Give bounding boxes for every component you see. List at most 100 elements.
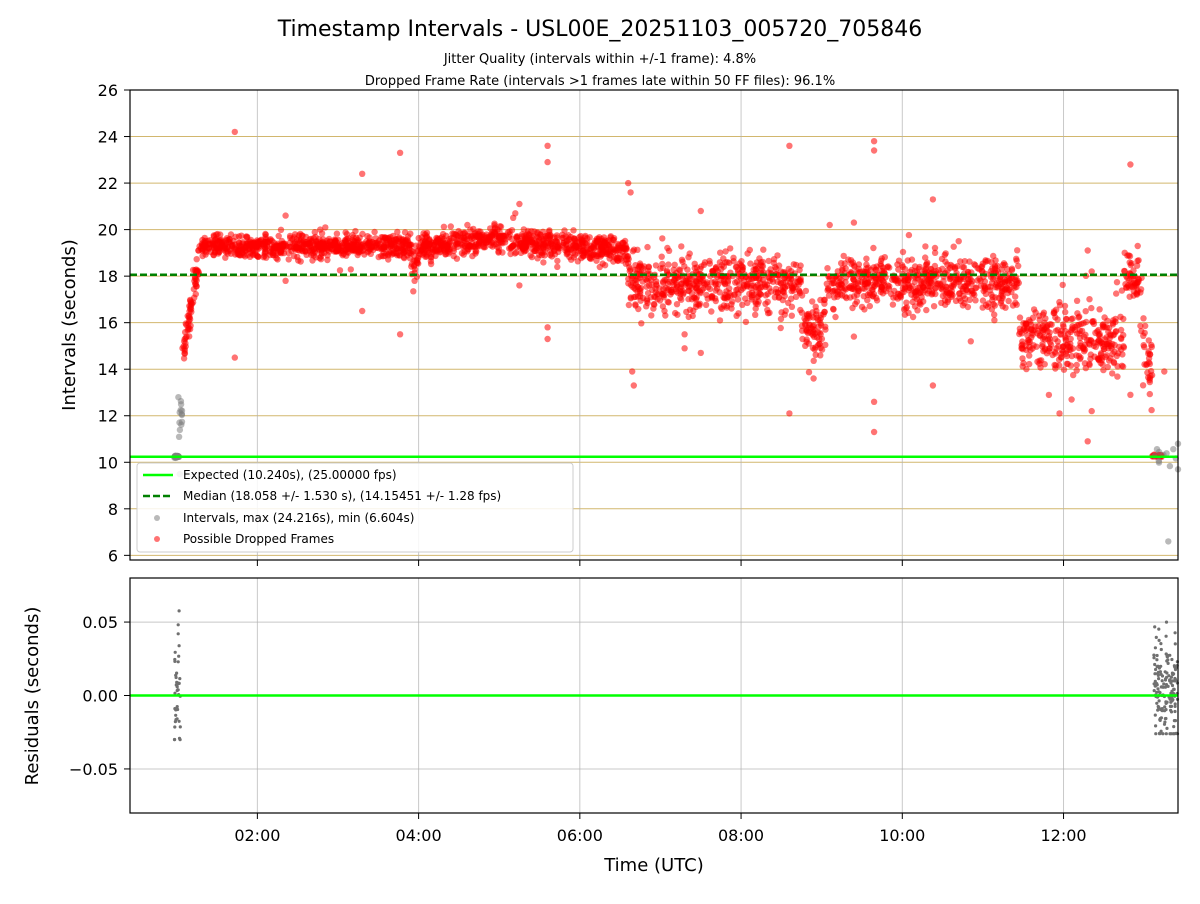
dropped-frame-point (922, 254, 929, 261)
residual-point (1173, 667, 1178, 672)
dropped-frame-point (440, 223, 448, 230)
dropped-frame-point (355, 249, 362, 256)
dropped-frame-point (1045, 391, 1053, 399)
residual-point (177, 609, 181, 613)
residual-point (1164, 708, 1168, 712)
dropped-frame-point (790, 284, 797, 292)
dropped-frame-point (957, 258, 964, 265)
dropped-frame-point (382, 234, 389, 242)
dropped-frame-point (685, 254, 692, 261)
dropped-frame-point (1073, 352, 1080, 359)
residual-point (1158, 718, 1162, 722)
dropped-frame-point (593, 235, 601, 242)
dropped-frame-point (318, 230, 326, 237)
dropped-frame-point (927, 278, 934, 285)
dropped-frame-point (606, 255, 613, 262)
dropped-frame-point (830, 305, 837, 313)
dropped-frame-point (216, 248, 223, 255)
legend-intervals-label: Intervals, max (24.216s), min (6.604s) (183, 511, 414, 525)
dropped-frame-point (261, 248, 269, 256)
dropped-frame-point (1145, 337, 1153, 344)
dropped-frame-point (587, 255, 594, 263)
dropped-frame-point (282, 277, 289, 284)
dropped-frame-point (1138, 327, 1145, 335)
dropped-frame-point (199, 252, 206, 260)
dropped-frame-point (917, 301, 924, 308)
dropped-frame-point (805, 369, 813, 376)
dropped-frame-point (1008, 266, 1016, 274)
dropped-frame-point (554, 257, 561, 265)
dropped-frame-point (1117, 326, 1125, 334)
dropped-frame-point (262, 236, 270, 243)
dropped-frame-point (785, 299, 792, 306)
dropped-frame-point (712, 297, 719, 305)
residual-point (1160, 679, 1164, 683)
dropped-frame-point (1062, 336, 1070, 344)
residual-point (1161, 732, 1165, 736)
dropped-frame-point (979, 260, 986, 267)
dropped-frame-point (727, 245, 734, 252)
dropped-frame-point (693, 264, 701, 271)
dropped-frame-point (294, 253, 301, 261)
residual-y-tick-label: 0.00 (82, 687, 118, 706)
dropped-frame-point (1052, 327, 1060, 335)
dropped-frame-point (720, 255, 727, 262)
residual-point (176, 632, 180, 636)
dropped-frame-point (967, 338, 974, 345)
dropped-frame-point (658, 253, 665, 260)
dropped-frame-point (231, 245, 238, 252)
residual-point (1165, 659, 1169, 663)
dropped-frame-point (304, 240, 311, 248)
dropped-frame-point (659, 290, 666, 298)
dropped-frame-point (376, 237, 383, 244)
dropped-frame-point (681, 345, 688, 352)
residual-point (177, 719, 181, 723)
dropped-frame-point (1000, 260, 1008, 267)
dropped-frame-point (495, 245, 503, 252)
dropped-frame-point (805, 312, 812, 320)
residual-point (1173, 719, 1178, 723)
dropped-frame-point (596, 263, 603, 271)
dropped-frame-point (1088, 268, 1095, 275)
dropped-frame-point (802, 287, 810, 295)
dropped-frame-point (949, 283, 957, 290)
dropped-frame-point (1054, 316, 1061, 323)
dropped-frame-point (881, 254, 888, 261)
dropped-frame-point (1002, 304, 1009, 311)
dropped-frame-point (907, 268, 914, 276)
dropped-frame-point (652, 262, 660, 269)
dropped-frame-point (788, 312, 795, 319)
dropped-frame-point (846, 284, 853, 291)
dropped-frame-point (937, 285, 945, 292)
dropped-frame-point (578, 237, 586, 244)
dropped-frame-point (974, 265, 981, 272)
dropped-frame-point (1016, 330, 1023, 338)
dropped-frame-point (940, 278, 947, 285)
dropped-frame-point (364, 233, 371, 240)
dropped-frame-point (552, 238, 559, 245)
dropped-frame-point (1043, 350, 1051, 357)
dropped-frame-point (635, 305, 642, 313)
dropped-frame-point (792, 293, 800, 300)
residual-point (1163, 717, 1167, 721)
dropped-frame-point (990, 300, 997, 308)
residual-point (173, 650, 177, 654)
dropped-frame-point (450, 252, 457, 260)
dropped-frame-point (1009, 274, 1016, 281)
dropped-frame-point (359, 170, 366, 177)
dropped-frame-point (923, 306, 930, 314)
interval-point (1166, 462, 1174, 470)
dropped-frame-point (946, 264, 954, 272)
dropped-frame-point (344, 248, 351, 255)
dropped-frame-point (1070, 371, 1077, 379)
dropped-frame-point (734, 286, 741, 293)
dropped-frame-point (607, 234, 614, 241)
dropped-frame-point (730, 292, 738, 299)
dropped-frame-point (803, 336, 810, 343)
dropped-frame-point (462, 242, 469, 250)
dropped-frame-point (1127, 391, 1134, 398)
dropped-frame-point (1032, 309, 1039, 316)
dropped-frame-point (752, 298, 759, 305)
dropped-frame-point (897, 294, 905, 301)
